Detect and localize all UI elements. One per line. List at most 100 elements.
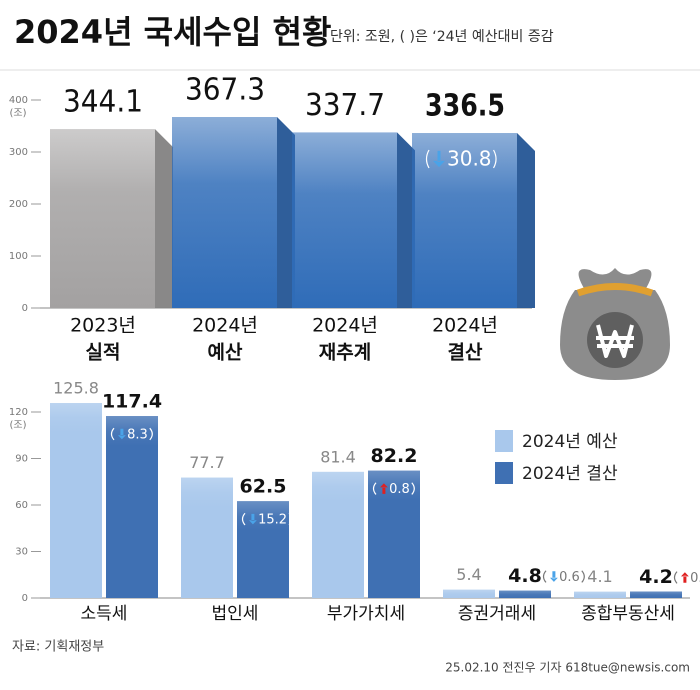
subtitle: 단위: 조원, ( )은 ‘24년 예산대비 증감: [330, 29, 554, 45]
bar-front: [412, 133, 517, 308]
change-label: 30.8: [447, 147, 492, 171]
value-label: 4.8: [508, 565, 542, 587]
money-bag-icon: [560, 268, 670, 380]
bar-side: [517, 133, 535, 308]
bar-shine: [368, 470, 420, 501]
paren: [372, 482, 377, 495]
bar-3d: [412, 133, 535, 308]
paren: [149, 427, 153, 441]
y-tick-label: 90: [15, 454, 28, 465]
bar-side-shade: [397, 132, 415, 308]
value-label: 337.7: [305, 88, 385, 123]
y-unit: (조): [9, 108, 26, 119]
bar-front: [172, 117, 277, 308]
value-label: 344.1: [63, 85, 143, 120]
y-tick-label: 100: [9, 251, 28, 262]
legend-label: 2024년 예산: [522, 432, 618, 452]
bar-side-shade: [277, 117, 295, 308]
bar-front: [50, 129, 155, 308]
x-tick-label: 소득세: [81, 604, 128, 624]
y-unit: (조): [9, 420, 26, 431]
bar-side: [397, 132, 415, 308]
change-arrow: [550, 571, 558, 582]
legend-swatch: [495, 430, 513, 452]
change-label: 8.3: [127, 428, 148, 443]
y-tick-label: 300: [9, 147, 28, 158]
value-label: 62.5: [240, 476, 287, 498]
bar-shine: [499, 590, 551, 598]
paren: [110, 427, 115, 441]
value-label: 5.4: [456, 565, 481, 584]
value-label: 117.4: [102, 391, 162, 413]
bar-shine: [237, 501, 289, 532]
bar-3d: [50, 129, 173, 308]
change-arrow: [118, 428, 126, 440]
bar-3d: [292, 132, 415, 308]
paren: [411, 482, 415, 495]
paren: [493, 149, 497, 169]
change-label: 0.8: [389, 482, 410, 497]
bar-shine: [312, 471, 364, 502]
change-label: 0.6: [559, 570, 580, 585]
change-arrow: [380, 483, 388, 494]
value-label: 4.1: [587, 567, 612, 586]
bar-front: [292, 132, 397, 308]
value-label: 82.2: [371, 445, 418, 467]
y-tick-label: 400: [9, 95, 28, 106]
x-tick-label: 법인세: [212, 604, 259, 624]
y-tick-label: 30: [15, 547, 28, 558]
value-label: 4.2: [639, 566, 673, 588]
value-label: 367.3: [185, 73, 265, 108]
bar: [106, 416, 158, 598]
change-arrow: [681, 572, 689, 583]
x-tick-label: 2023년: [70, 315, 136, 337]
bar-shine: [106, 416, 158, 447]
bar-shine: [181, 477, 233, 508]
bar-side: [155, 129, 173, 308]
x-tick-label: 증권거래세: [458, 604, 536, 624]
y-tick-label: 0: [22, 303, 28, 314]
bar-side-shade: [517, 133, 535, 308]
change-label: 15.2: [258, 513, 287, 528]
paren: [673, 571, 678, 584]
legend-label: 2024년 결산: [522, 464, 618, 484]
change-label: 0.1: [690, 571, 700, 586]
bar-shine: [574, 591, 626, 598]
bar-side-shade: [155, 129, 173, 308]
value-label: 336.5: [425, 89, 505, 124]
x-tick-label: 2024년: [432, 315, 498, 337]
bar-side: [277, 117, 295, 308]
bar-shine: [630, 591, 682, 598]
credit: 25.02.10 전진우 기자 618tue@newsis.com: [445, 661, 690, 675]
paren: [542, 570, 547, 583]
bar-shine: [50, 403, 102, 434]
y-tick-label: 0: [22, 593, 28, 604]
x-tick-label-sub: 결산: [448, 342, 483, 364]
value-label: 125.8: [53, 379, 99, 398]
bar-shine: [443, 589, 495, 598]
source: 자료: 기획재정부: [12, 640, 104, 655]
value-label: 81.4: [320, 447, 356, 466]
x-tick-label: 종합부동산세: [581, 604, 675, 624]
paren: [425, 149, 430, 169]
bar: [50, 403, 102, 598]
x-tick-label-sub: 실적: [86, 342, 121, 364]
x-tick-label: 2024년: [312, 315, 378, 337]
y-tick-label: 200: [9, 199, 28, 210]
change-arrow: [433, 150, 445, 168]
x-tick-label-sub: 재추계: [319, 342, 371, 364]
x-tick-label: 2024년: [192, 315, 258, 337]
bar-3d: [172, 117, 295, 308]
title: 2024년 국세수입 현황: [14, 13, 331, 51]
paren: [581, 570, 585, 583]
paren: [241, 512, 246, 526]
paren: [288, 512, 293, 526]
x-tick-label: 부가가치세: [327, 604, 405, 624]
y-tick-label: 120: [9, 407, 28, 418]
y-tick-label: 60: [15, 500, 28, 511]
change-arrow: [249, 513, 257, 525]
x-tick-label-sub: 예산: [208, 342, 243, 364]
value-label: 77.7: [189, 453, 225, 472]
legend-swatch: [495, 462, 513, 484]
